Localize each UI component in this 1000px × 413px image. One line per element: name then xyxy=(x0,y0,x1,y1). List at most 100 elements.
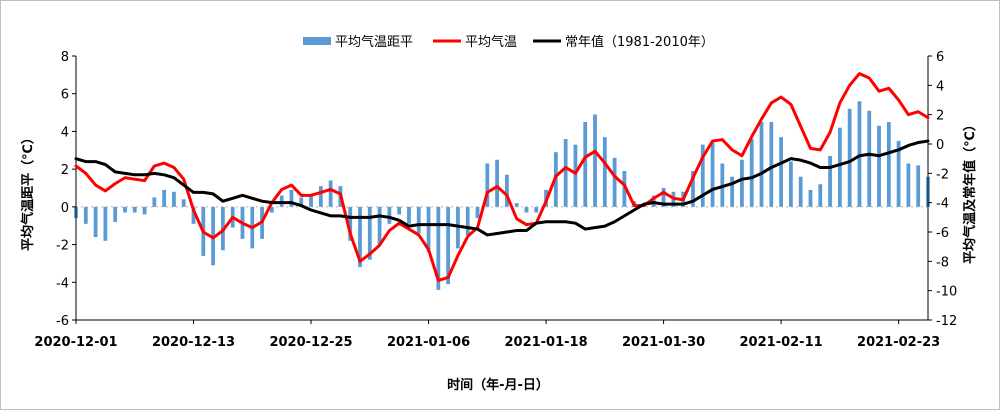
anomaly-bar xyxy=(397,206,402,215)
anomaly-bar xyxy=(612,157,617,207)
anomaly-bar xyxy=(828,155,832,207)
anomaly-bar xyxy=(691,171,695,207)
anomaly-bar xyxy=(573,144,578,207)
anomaly-bar xyxy=(269,206,274,213)
anomaly-bar xyxy=(475,206,480,219)
anomaly-bar xyxy=(132,206,137,213)
anomaly-bar xyxy=(769,122,774,207)
anomaly-bar xyxy=(113,206,118,222)
anomaly-bar xyxy=(837,127,842,207)
y-tick-label-left: -4 xyxy=(56,276,69,291)
anomaly-bar xyxy=(83,206,88,224)
anomaly-bar xyxy=(896,140,901,207)
anomaly-bar xyxy=(524,206,529,213)
anomaly-bar xyxy=(867,110,872,207)
anomaly-bar xyxy=(407,206,411,224)
anomaly-bar xyxy=(309,195,313,207)
anomaly-bar xyxy=(172,191,176,207)
anomaly-bar xyxy=(328,180,333,207)
anomaly-bar xyxy=(93,206,98,238)
anomaly-bar xyxy=(563,138,568,207)
axes xyxy=(72,55,932,324)
anomaly-bar xyxy=(779,137,783,207)
anomaly-bar xyxy=(103,206,108,241)
anomaly-bar xyxy=(740,159,744,207)
x-tick-label: 2021-01-06 xyxy=(387,335,470,350)
anomaly-bar xyxy=(446,206,451,285)
anomaly-bar xyxy=(906,163,911,207)
y-tick-label-left: 4 xyxy=(61,125,69,140)
anomaly-bar xyxy=(191,206,196,224)
anomaly-bar xyxy=(759,122,764,207)
anomaly-bar xyxy=(789,161,793,207)
anomaly-bar xyxy=(495,159,499,207)
legend-label-avg-temp: 平均气温 xyxy=(465,34,517,50)
tick-labels: -6 -4 -2 0 2 4 6 8 -12 -10 -8 -6 -4 -2 0 2 4 6 2020-12-01 2… xyxy=(34,50,957,350)
anomaly-bar xyxy=(436,206,441,290)
lines xyxy=(74,72,930,282)
avg-temp-line xyxy=(74,72,930,282)
anomaly-bar xyxy=(602,137,607,207)
y-tick-label-left: 6 xyxy=(61,88,69,103)
legend-swatch-anomaly xyxy=(303,37,331,45)
legend: 平均气温距平 平均气温 常年值（1981-2010年） xyxy=(303,34,714,50)
anomaly-bar xyxy=(583,122,588,207)
anomaly-bar xyxy=(387,206,392,224)
y-tick-label-left: 0 xyxy=(61,201,69,216)
anomaly-bar xyxy=(818,184,823,207)
anomaly-bar xyxy=(808,189,813,207)
y-tick-label-right: -10 xyxy=(936,285,957,300)
y-tick-label-left: -2 xyxy=(56,239,69,254)
anomaly-bar xyxy=(593,114,597,207)
anomaly-bar xyxy=(299,197,304,207)
x-tick-label: 2021-01-18 xyxy=(504,335,587,350)
normal-temp-line xyxy=(74,139,930,237)
anomaly-bar xyxy=(152,197,157,207)
y-tick-label-right: -12 xyxy=(936,314,957,329)
y-tick-label-right: -2 xyxy=(936,167,949,182)
y-tick-label-right: 2 xyxy=(936,109,944,124)
anomaly-bar xyxy=(877,125,881,207)
anomaly-bar xyxy=(162,189,167,207)
anomaly-bar xyxy=(465,206,470,236)
anomaly-bar xyxy=(318,186,323,207)
y-tick-label-right: 4 xyxy=(936,79,944,94)
anomaly-bar xyxy=(289,189,294,207)
anomaly-bar xyxy=(916,165,921,207)
anomaly-bar xyxy=(534,206,539,213)
anomaly-bar xyxy=(700,144,705,207)
legend-label-normal: 常年值（1981-2010年） xyxy=(565,34,714,50)
anomaly-bar xyxy=(142,206,147,215)
anomaly-bar xyxy=(622,171,627,207)
anomaly-bar xyxy=(847,108,852,207)
x-tick-label: 2021-02-11 xyxy=(740,335,823,350)
y-tick-label-right: 6 xyxy=(936,50,944,65)
y-tick-label-right: -6 xyxy=(936,226,949,241)
x-tick-label: 2020-12-25 xyxy=(269,335,352,350)
y-tick-label-left: -6 xyxy=(56,314,69,329)
legend-label-anomaly: 平均气温距平 xyxy=(335,34,413,50)
y-axis-title-right: 平均气温及常年值（℃） xyxy=(962,118,978,264)
anomaly-bar xyxy=(377,206,382,245)
anomaly-bar xyxy=(505,174,509,207)
x-tick-label: 2020-12-13 xyxy=(152,335,235,350)
y-tick-label-left: 8 xyxy=(61,50,69,65)
x-tick-label: 2020-12-01 xyxy=(34,335,117,350)
anomaly-bar xyxy=(514,203,519,207)
anomaly-bar xyxy=(730,176,735,207)
y-tick-label-right: 0 xyxy=(936,138,944,153)
anomaly-bar xyxy=(661,188,666,207)
anomaly-bar xyxy=(367,206,372,260)
x-axis-title: 时间（年-月-日） xyxy=(447,377,549,393)
anomaly-bar xyxy=(426,206,431,253)
anomaly-bar xyxy=(485,163,490,207)
x-tick-label: 2021-02-23 xyxy=(857,335,940,350)
anomaly-bar xyxy=(416,206,421,234)
x-tick-label: 2021-01-30 xyxy=(622,335,705,350)
anomaly-bar xyxy=(886,122,891,207)
anomaly-bar xyxy=(749,138,754,207)
y-tick-label-right: -4 xyxy=(936,197,949,212)
anomaly-bar xyxy=(710,142,715,207)
